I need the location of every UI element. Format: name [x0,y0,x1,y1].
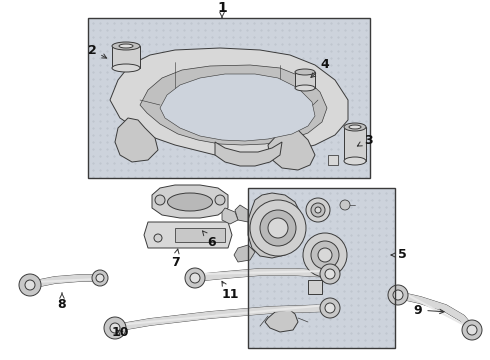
Text: 9: 9 [414,303,444,316]
Ellipse shape [112,42,140,50]
Text: 4: 4 [311,58,329,77]
Circle shape [104,317,126,339]
Circle shape [325,303,335,313]
Polygon shape [265,310,298,332]
Text: 6: 6 [202,231,216,248]
Circle shape [311,241,339,269]
Circle shape [462,320,482,340]
Circle shape [311,203,325,217]
Circle shape [318,248,332,262]
Ellipse shape [295,85,315,91]
Ellipse shape [344,123,366,131]
Circle shape [320,264,340,284]
Circle shape [155,195,165,205]
Bar [308,280,322,294]
Circle shape [340,200,350,210]
Circle shape [110,323,120,333]
Polygon shape [235,205,248,222]
Polygon shape [222,208,238,224]
Circle shape [92,270,108,286]
Bar [88,18,370,178]
Text: 1: 1 [217,1,227,18]
Ellipse shape [295,69,315,75]
Circle shape [393,290,403,300]
Polygon shape [268,128,315,170]
Bar [175,228,225,242]
Text: 5: 5 [391,248,406,261]
Circle shape [260,210,296,246]
Circle shape [154,234,162,242]
Bar [248,188,395,348]
Text: 7: 7 [171,249,179,269]
Text: 11: 11 [221,281,239,302]
Polygon shape [215,142,282,166]
Text: 8: 8 [58,293,66,311]
Polygon shape [115,118,158,162]
Circle shape [315,207,321,213]
Circle shape [25,280,35,290]
Text: 3: 3 [357,134,372,147]
Circle shape [303,233,347,277]
Ellipse shape [112,64,140,72]
Polygon shape [234,245,255,262]
Circle shape [320,298,340,318]
Polygon shape [144,222,232,248]
Polygon shape [160,74,315,141]
Circle shape [19,274,41,296]
Ellipse shape [344,157,366,165]
Circle shape [215,195,225,205]
Circle shape [467,325,477,335]
Polygon shape [248,193,302,258]
Circle shape [96,274,104,282]
Circle shape [325,269,335,279]
Bar [112,46,140,68]
Circle shape [268,218,288,238]
Circle shape [185,268,205,288]
Polygon shape [152,185,228,218]
Polygon shape [110,48,348,158]
Ellipse shape [119,44,133,48]
Bar [328,155,338,165]
Circle shape [388,285,408,305]
Bar [344,127,366,161]
Ellipse shape [168,193,213,211]
Circle shape [306,198,330,222]
Text: 10: 10 [111,325,129,338]
Ellipse shape [349,125,361,129]
Polygon shape [140,65,327,145]
Bar [248,188,395,348]
Circle shape [250,200,306,256]
Bar [295,72,315,88]
Bar [88,18,370,178]
Text: 2: 2 [88,44,107,58]
Circle shape [190,273,200,283]
